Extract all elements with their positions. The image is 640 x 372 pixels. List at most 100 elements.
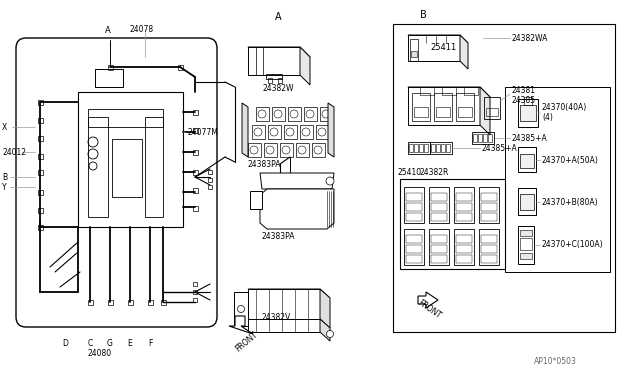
Bar [411,51,417,57]
Bar [193,298,197,302]
Circle shape [298,146,306,154]
Bar [95,69,123,87]
Text: AP10*0503: AP10*0503 [534,357,577,366]
Bar [300,125,313,139]
Bar [268,78,272,83]
Text: 24370+B(80A): 24370+B(80A) [542,198,598,206]
Bar [431,203,447,211]
Bar [518,99,538,127]
Bar [481,193,497,201]
Bar [479,187,499,223]
Bar [520,194,534,210]
Bar [424,144,428,152]
Bar [488,134,492,142]
Circle shape [254,128,262,136]
Circle shape [286,128,294,136]
Polygon shape [248,47,300,75]
Bar [472,132,494,144]
Bar [484,97,500,119]
Bar [208,178,212,182]
Circle shape [266,146,274,154]
Bar [481,245,497,253]
Bar [434,93,452,121]
Bar [441,144,445,152]
Bar [208,185,212,189]
Bar [420,87,434,95]
Text: 24080: 24080 [88,350,112,359]
Bar [112,139,142,197]
Polygon shape [320,319,330,341]
Bar [400,179,505,269]
Bar [520,238,532,250]
Bar [406,203,422,211]
Bar [304,107,317,121]
Text: FRONT: FRONT [416,298,442,320]
Bar [404,229,424,265]
Bar [278,78,282,83]
Bar [177,64,182,70]
Circle shape [237,305,244,312]
Text: A: A [275,12,282,22]
Polygon shape [408,35,460,61]
Bar [38,135,42,141]
Bar [464,87,478,95]
Text: G: G [107,340,113,349]
Bar [518,147,536,172]
Bar [404,187,424,223]
Bar [38,189,42,195]
Text: 25411: 25411 [430,42,456,51]
Text: 24382V: 24382V [261,312,291,321]
Bar [481,235,497,243]
Bar [456,213,472,221]
Polygon shape [242,103,248,157]
Circle shape [318,128,326,136]
Bar [518,226,534,264]
Bar [431,213,447,221]
Bar [483,134,487,142]
Text: E: E [127,340,132,349]
Bar [408,142,430,154]
Polygon shape [250,191,262,209]
Bar [288,107,301,121]
Polygon shape [408,87,490,97]
Text: F: F [148,340,152,349]
Bar [524,97,532,105]
Text: 24382R: 24382R [420,167,449,176]
Bar [393,24,615,332]
Bar [481,255,497,263]
Bar [248,143,261,157]
Bar [442,87,456,95]
Bar [193,109,198,115]
Bar [419,144,423,152]
Circle shape [326,330,333,337]
Circle shape [314,146,322,154]
Text: 25410: 25410 [398,167,422,176]
Text: 24385+A: 24385+A [482,144,518,153]
Text: D: D [62,340,68,349]
Bar [252,125,265,139]
Text: A: A [105,26,111,35]
Bar [406,193,422,201]
Bar [38,170,42,174]
Bar [520,154,534,168]
Polygon shape [248,289,320,319]
Bar [193,290,197,294]
Bar [481,203,497,211]
Text: (4): (4) [542,112,553,122]
Bar [193,128,198,132]
Text: 24385: 24385 [512,96,536,105]
Bar [454,187,474,223]
Bar [264,143,277,157]
Bar [436,144,440,152]
Polygon shape [480,87,490,135]
Bar [208,170,212,174]
Bar [409,144,413,152]
Bar [414,144,418,152]
Text: FRONT: FRONT [234,330,260,354]
Polygon shape [418,292,438,308]
Bar [518,188,536,215]
Bar [430,142,452,154]
Bar [446,144,450,152]
Bar [38,99,42,105]
Bar [406,245,422,253]
